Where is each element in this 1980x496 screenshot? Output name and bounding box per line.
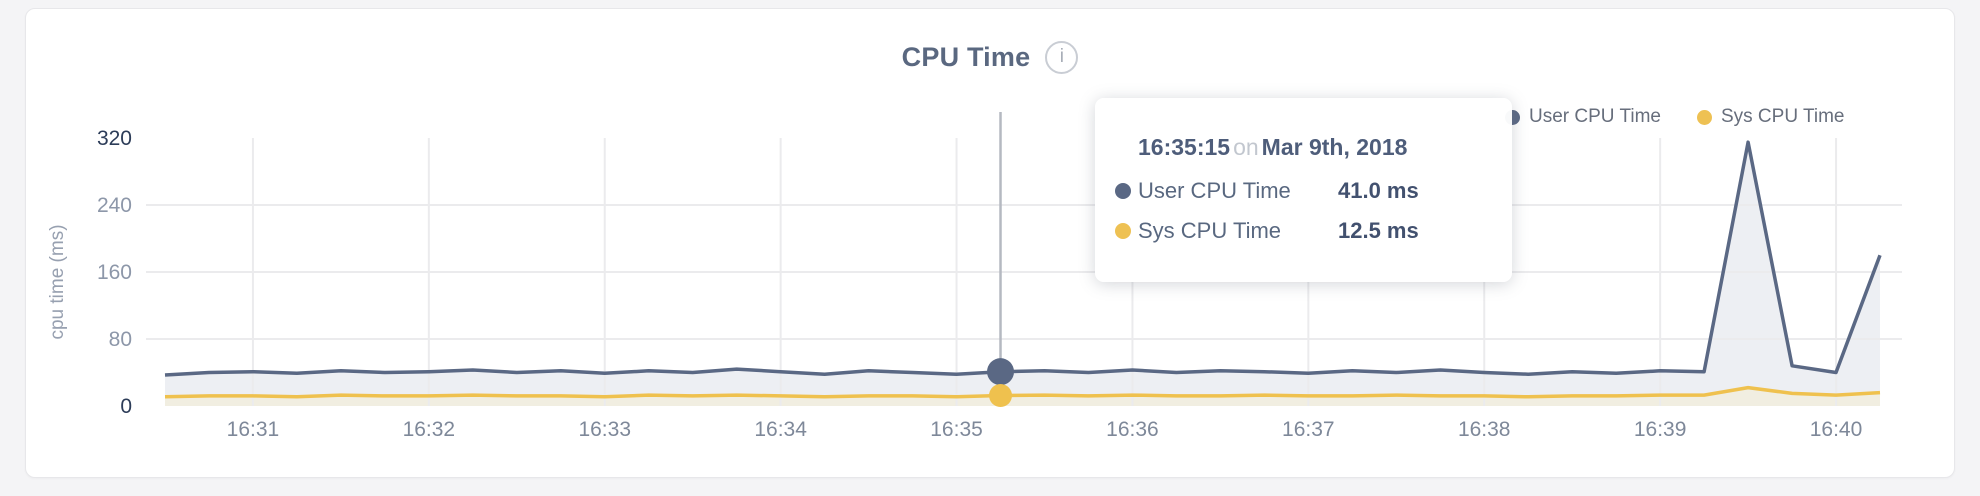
tooltip-row-sys: Sys CPU Time 12.5 ms: [1115, 211, 1512, 251]
tooltip-series-value: 12.5 ms: [1338, 218, 1419, 243]
sys-series-dot-icon: [1696, 109, 1712, 125]
x-tick-label: 16:40: [1810, 418, 1863, 441]
chart-title: CPU Time: [901, 41, 1031, 72]
legend-item-user-cpu-time[interactable]: User CPU Time: [1505, 106, 1661, 128]
user-cpu-area: [165, 142, 1880, 406]
x-tick-label: 16:34: [754, 418, 807, 441]
y-tick-label: 160: [97, 261, 132, 284]
chart-tooltip: 16:35:15 on Mar 9th, 2018 User CPU Time 41…: [1095, 98, 1512, 282]
legend-label: User CPU Time: [1529, 106, 1661, 127]
sys-cpu-line: [164, 385, 1881, 399]
user-cpu-line: [164, 140, 1882, 377]
user-series-dot-icon: [1115, 183, 1131, 199]
info-icon[interactable]: i: [1045, 40, 1079, 74]
tooltip-time: 16:35:15: [1138, 134, 1231, 160]
tooltip-series-label: Sys CPU Time: [1138, 218, 1282, 243]
y-tick-label: 80: [109, 328, 132, 351]
tooltip-series-label: User CPU Time: [1138, 178, 1291, 203]
hover-marker-user: [987, 358, 1015, 386]
chart-header: CPU Time i: [26, 37, 1954, 77]
x-tick-label: 16:35: [930, 418, 983, 441]
x-tick-label: 16:36: [1106, 418, 1159, 441]
y-tick-label: 240: [97, 194, 132, 217]
tooltip-header: 16:35:15 on Mar 9th, 2018: [1138, 134, 1512, 161]
legend-item-sys-cpu-time[interactable]: Sys CPU Time: [1696, 106, 1845, 128]
y-tick-label: 320: [97, 127, 132, 150]
y-tick-label: 0: [120, 395, 132, 418]
hover-marker-sys: [989, 384, 1013, 408]
chart-legend: User CPU Time Sys CPU Time: [1505, 105, 1845, 129]
legend-label: Sys CPU Time: [1720, 106, 1845, 127]
x-tick-label: 16:33: [578, 418, 631, 441]
tooltip-series-value: 41.0 ms: [1338, 178, 1419, 203]
x-tick-label: 16:38: [1458, 418, 1511, 441]
tooltip-date: Mar 9th, 2018: [1261, 134, 1408, 160]
tooltip-connector: on: [1233, 134, 1259, 160]
sys-series-dot-icon: [1115, 223, 1131, 239]
x-tick-label: 16:37: [1282, 418, 1335, 441]
tooltip-row-user: User CPU Time 41.0 ms: [1115, 171, 1512, 211]
x-tick-label: 16:31: [227, 418, 280, 441]
x-tick-label: 16:39: [1634, 418, 1687, 441]
x-tick-label: 16:32: [403, 418, 456, 441]
